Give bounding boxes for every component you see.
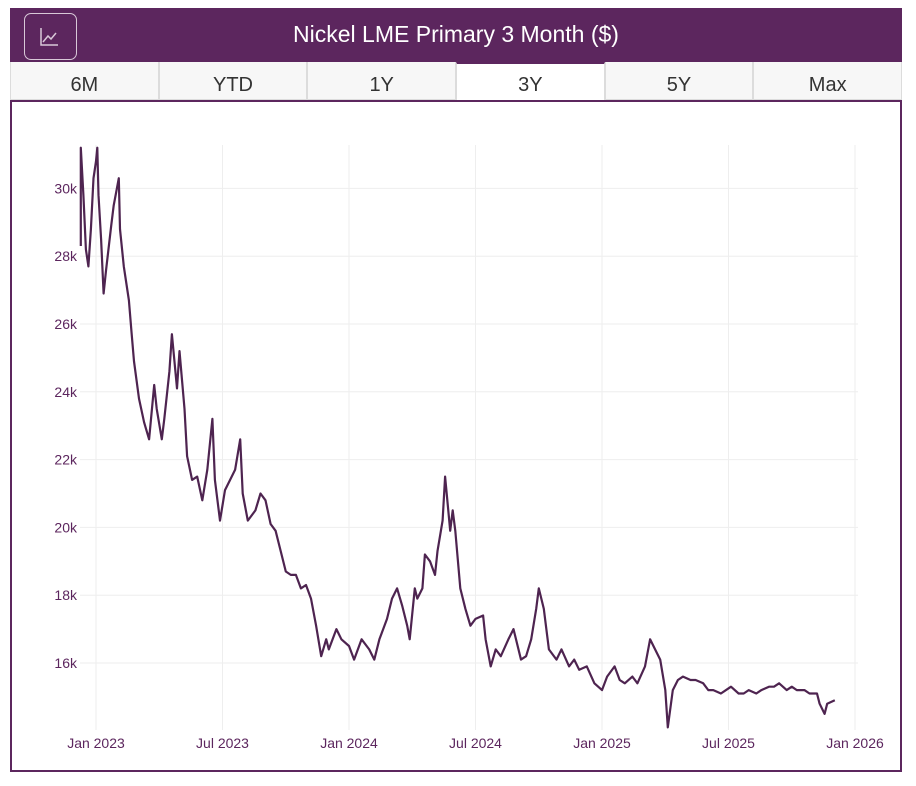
y-tick-label: 16k: [54, 655, 78, 671]
line-chart-icon: [40, 28, 58, 46]
x-tick-label: Jul 2023: [196, 735, 249, 751]
chart-container: [10, 100, 902, 772]
tab-3y[interactable]: 3Y: [456, 62, 605, 100]
y-tick-label: 26k: [54, 316, 78, 332]
y-tick-label: 30k: [54, 180, 78, 196]
x-tick-label: Jul 2024: [449, 735, 502, 751]
y-tick-label: 18k: [54, 587, 78, 603]
chart-title: Nickel LME Primary 3 Month ($): [293, 21, 619, 47]
tab-5y[interactable]: 5Y: [604, 62, 754, 100]
x-tick-label: Jan 2026: [826, 735, 884, 751]
range-tabs: 6M YTD 1Y 3Y 5Y Max: [10, 62, 903, 100]
tab-max[interactable]: Max: [753, 62, 903, 100]
tab-1y[interactable]: 1Y: [307, 62, 457, 100]
x-tick-label: Jan 2024: [320, 735, 378, 751]
x-tick-label: Jan 2025: [573, 735, 631, 751]
tab-6m[interactable]: 6M: [10, 62, 159, 100]
price-series-line: [79, 146, 836, 729]
y-tick-label: 22k: [54, 452, 78, 468]
y-tick-label: 20k: [54, 519, 78, 535]
y-tick-label: 28k: [54, 248, 78, 264]
x-tick-label: Jul 2025: [702, 735, 755, 751]
chart-header: Nickel LME Primary 3 Month ($): [10, 8, 902, 62]
chart-type-button[interactable]: [24, 13, 77, 60]
tab-ytd[interactable]: YTD: [158, 62, 308, 100]
y-tick-label: 24k: [54, 384, 78, 400]
x-tick-label: Jan 2023: [67, 735, 125, 751]
